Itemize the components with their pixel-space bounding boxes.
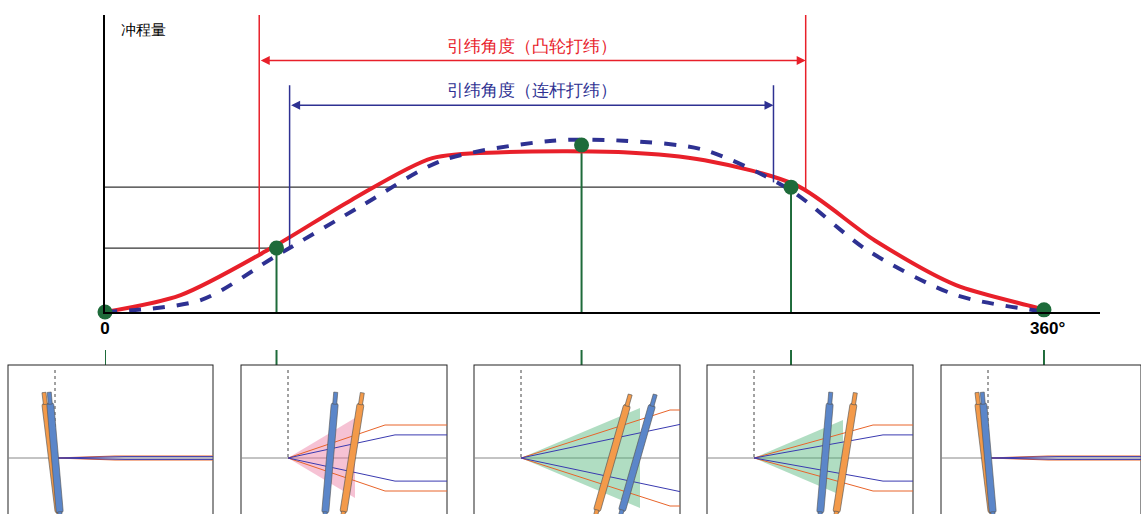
svg-text:360°: 360° <box>1030 319 1065 338</box>
svg-text:引纬角度（连杆打纬）: 引纬角度（连杆打纬） <box>447 81 617 100</box>
svg-text:0: 0 <box>100 319 109 338</box>
svg-text:冲程量: 冲程量 <box>121 21 166 38</box>
svg-text:引纬角度（凸轮打纬）: 引纬角度（凸轮打纬） <box>447 37 617 56</box>
